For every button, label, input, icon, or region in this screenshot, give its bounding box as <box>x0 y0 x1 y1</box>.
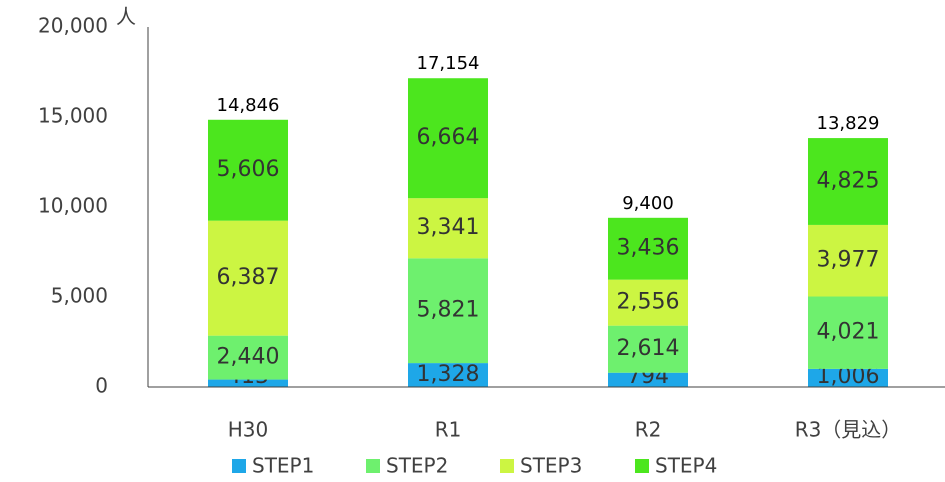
value-label: 3,977 <box>817 248 880 273</box>
legend-label: STEP2 <box>386 454 448 478</box>
value-label: 5,606 <box>217 157 280 182</box>
x-tick-label: R3（見込） <box>795 418 902 442</box>
x-tick-label: R1 <box>435 418 462 442</box>
y-unit: 人 <box>116 5 136 29</box>
total-label: 14,846 <box>217 95 280 116</box>
y-tick-label: 15,000 <box>38 104 108 128</box>
bar-segment <box>808 296 888 369</box>
value-label: 3,341 <box>417 215 480 240</box>
bar-segment <box>408 198 488 259</box>
legend-label: STEP3 <box>520 454 582 478</box>
value-label: 2,440 <box>217 345 280 370</box>
legend-label: STEP1 <box>252 454 314 478</box>
legend-swatch <box>366 459 380 473</box>
total-label: 13,829 <box>817 113 880 134</box>
bar-segment <box>608 372 688 387</box>
y-tick-label: 0 <box>95 374 108 398</box>
legend-swatch <box>635 459 649 473</box>
y-tick-label: 5,000 <box>51 284 108 308</box>
bar-segment <box>808 368 888 387</box>
legend-label: STEP4 <box>655 454 717 478</box>
bar-segment <box>208 119 288 221</box>
value-label: 4,825 <box>817 169 880 194</box>
y-tick-label: 10,000 <box>38 194 108 218</box>
legend-swatch <box>500 459 514 473</box>
bar-segment <box>208 220 288 336</box>
x-tick-label: R2 <box>635 418 662 442</box>
bar-segment <box>808 138 888 225</box>
bar-segment <box>208 335 288 380</box>
value-label: 5,821 <box>417 298 480 323</box>
legend-swatch <box>232 459 246 473</box>
bar-segment <box>408 258 488 364</box>
value-label: 2,614 <box>617 336 680 361</box>
bar-segment <box>808 224 888 297</box>
bar-segment <box>208 379 288 387</box>
bar-segment <box>608 279 688 326</box>
bar-segment <box>608 325 688 373</box>
y-tick-label: 20,000 <box>38 14 108 38</box>
bar-segment <box>408 363 488 387</box>
value-label: 6,664 <box>417 125 480 150</box>
value-label: 6,387 <box>217 265 280 290</box>
x-tick-label: H30 <box>228 418 269 442</box>
value-label: 3,436 <box>617 236 680 261</box>
value-label: 1,328 <box>417 362 480 387</box>
value-label: 4,021 <box>817 320 880 345</box>
value-label: 2,556 <box>617 290 680 315</box>
total-label: 17,154 <box>417 53 480 74</box>
bar-segment <box>608 217 688 280</box>
total-label: 9,400 <box>622 193 674 214</box>
bar-segment <box>408 78 488 199</box>
